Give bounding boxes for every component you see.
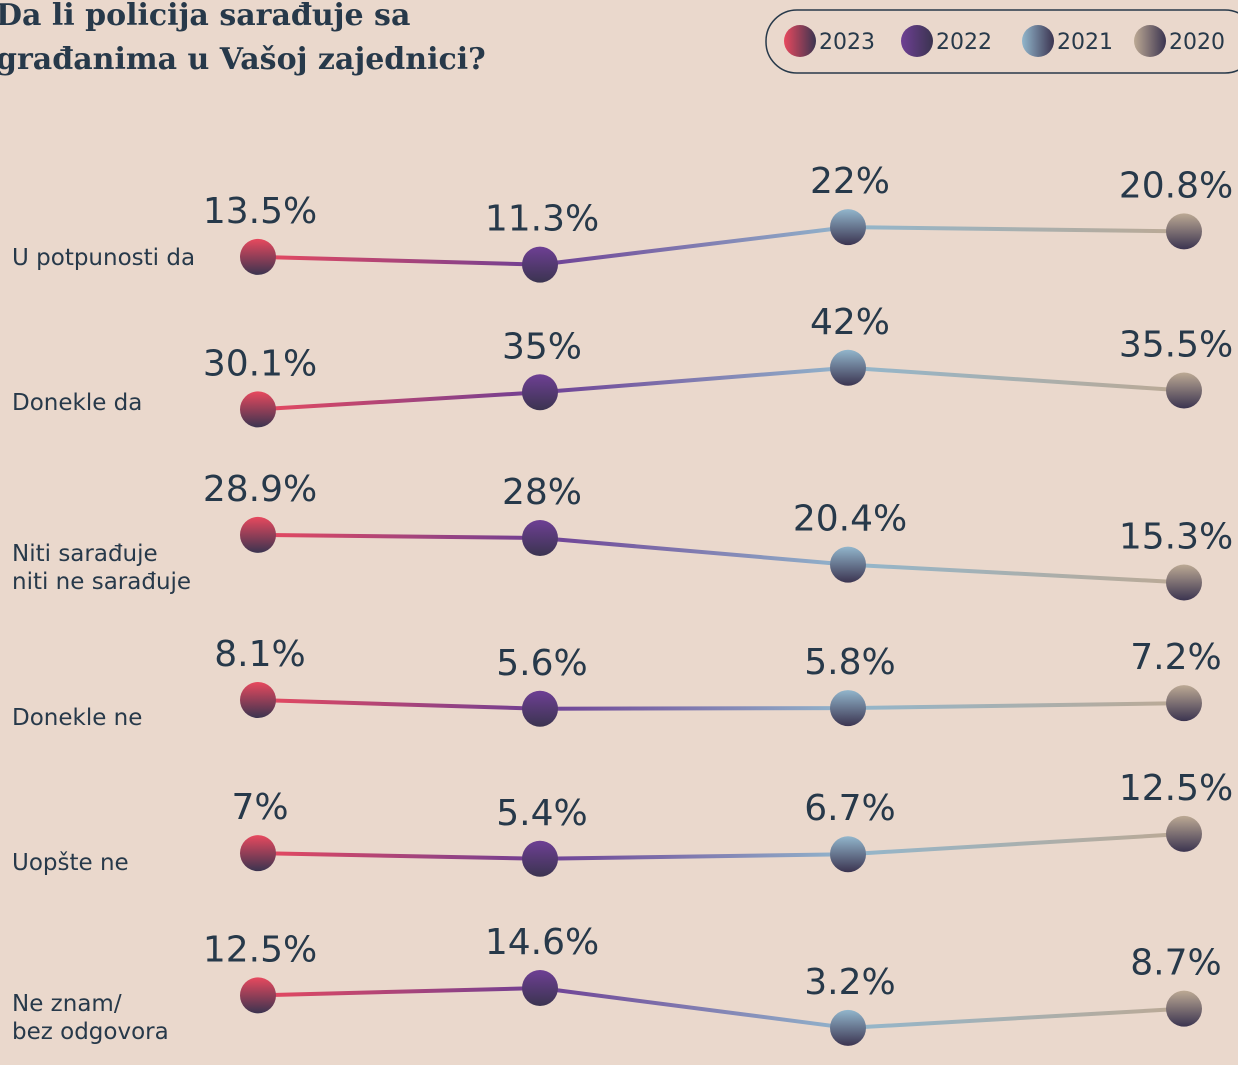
row-label: Donekle da <box>12 390 142 416</box>
connector <box>847 562 1185 585</box>
dot <box>1166 372 1202 409</box>
value-label: 30.1% <box>203 343 317 384</box>
legend-label: 2021 <box>1057 30 1113 55</box>
value-label: 12.5% <box>203 929 317 970</box>
value-label: 8.7% <box>1130 943 1221 984</box>
dot <box>240 835 276 872</box>
dot <box>830 836 866 873</box>
connector <box>539 225 849 267</box>
dot <box>830 349 866 386</box>
value-label: 6.7% <box>804 788 895 829</box>
dot <box>1166 213 1202 250</box>
value-label: 13.5% <box>203 191 317 232</box>
dot <box>830 690 866 727</box>
dot <box>1166 990 1202 1027</box>
dot <box>240 238 276 275</box>
value-label: 28.9% <box>203 469 317 510</box>
value-label: 42% <box>810 302 890 343</box>
connector <box>257 851 541 861</box>
value-label: 5.6% <box>496 643 587 684</box>
row-label: Uopšte ne <box>12 850 129 876</box>
value-label: 35.5% <box>1119 325 1233 366</box>
value-label: 35% <box>502 326 582 367</box>
connector <box>847 225 1185 234</box>
dot <box>830 1009 866 1046</box>
dot <box>830 209 866 246</box>
value-label: 12.5% <box>1119 768 1233 809</box>
connector <box>539 536 849 567</box>
dot <box>240 391 276 428</box>
value-label: 5.8% <box>804 642 895 683</box>
connector <box>257 986 541 998</box>
row-label: bez odgovora <box>12 1019 169 1045</box>
value-label: 20.8% <box>1119 165 1233 206</box>
connector <box>539 706 849 711</box>
legend-label: 2023 <box>819 30 875 55</box>
value-label: 20.4% <box>793 499 907 540</box>
value-label: 8.1% <box>214 634 305 675</box>
legend-swatch <box>1134 25 1166 57</box>
dot <box>522 374 558 411</box>
dot <box>1166 815 1202 852</box>
value-label: 11.3% <box>485 199 599 240</box>
connector <box>847 701 1185 711</box>
dot <box>522 840 558 877</box>
dot <box>522 970 558 1007</box>
value-label: 28% <box>502 472 582 513</box>
value-label: 5.4% <box>496 793 587 834</box>
dot <box>240 682 276 719</box>
value-label: 15.3% <box>1119 516 1233 557</box>
dot <box>240 516 276 553</box>
dot <box>830 546 866 583</box>
legend-swatch <box>901 25 933 57</box>
dot <box>1166 564 1202 601</box>
legend-swatch <box>784 25 816 57</box>
value-label: 3.2% <box>804 962 895 1003</box>
connector <box>847 365 1185 393</box>
row-label: Donekle ne <box>12 705 142 731</box>
legend-label: 2022 <box>936 30 992 55</box>
connector <box>539 365 849 395</box>
dot <box>1166 685 1202 722</box>
connector <box>257 532 541 541</box>
legend-label: 2020 <box>1169 30 1225 55</box>
legend-frame <box>765 9 1238 74</box>
dot <box>522 520 558 557</box>
value-label: 22% <box>810 161 890 202</box>
value-label: 7.2% <box>1130 637 1221 678</box>
chart-title: Da li policija sarađuje sa građanima u V… <box>0 0 486 77</box>
legend-swatch <box>1022 25 1054 57</box>
dot <box>522 690 558 727</box>
value-label: 14.6% <box>485 922 599 963</box>
connector <box>847 831 1185 857</box>
dot <box>522 246 558 283</box>
connector <box>847 1006 1185 1030</box>
connector <box>539 852 849 861</box>
row-label: Niti sarađuje <box>12 541 158 567</box>
connector <box>257 698 541 711</box>
dot <box>240 977 276 1014</box>
row-label: Ne znam/ <box>12 991 122 1017</box>
connector <box>539 986 849 1030</box>
value-label: 7% <box>231 787 288 828</box>
row-label: U potpunosti da <box>12 245 195 271</box>
connector <box>257 390 541 412</box>
connector <box>257 254 541 267</box>
row-label: niti ne sarađuje <box>12 569 191 595</box>
